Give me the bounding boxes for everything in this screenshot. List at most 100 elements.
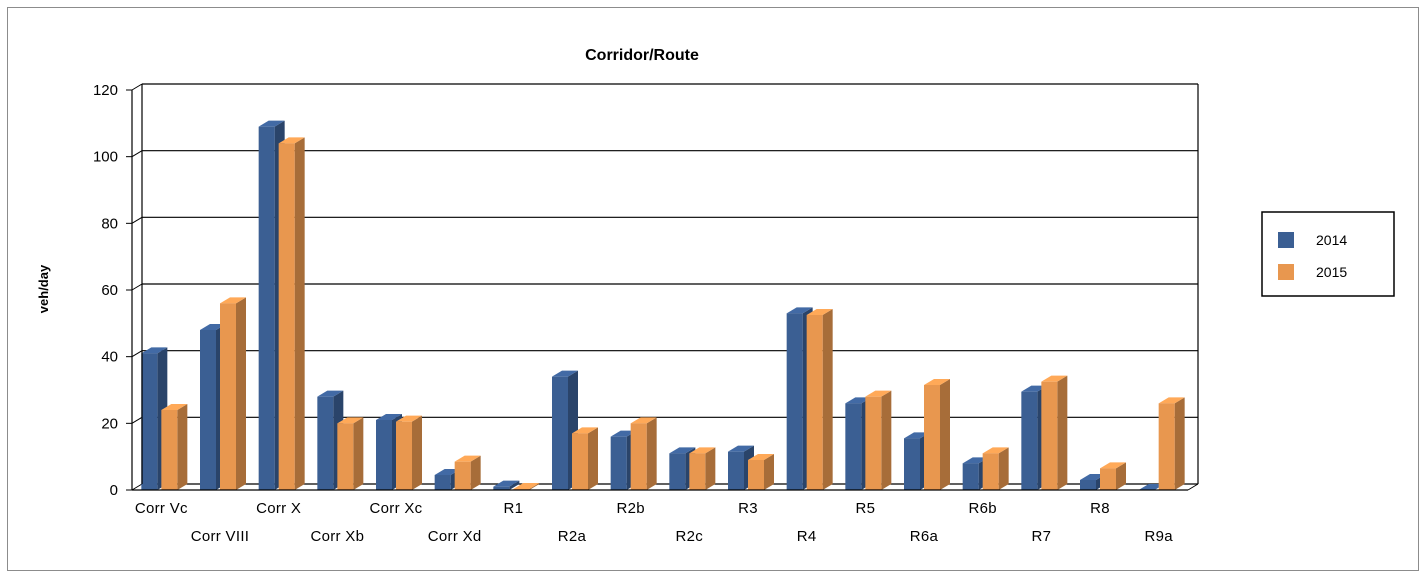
bar-front (786, 313, 803, 490)
bar-side (509, 480, 520, 490)
bar-2015-r9a (1158, 397, 1185, 490)
bar-front (748, 460, 764, 490)
bar-front (317, 396, 334, 490)
bar-top (278, 137, 305, 144)
bar-top (1080, 474, 1106, 480)
bar-front (493, 486, 510, 490)
chart-title: Corridor/Route (585, 47, 699, 64)
gridline-side (131, 416, 143, 424)
bar-top (337, 417, 364, 424)
bar-front (200, 330, 216, 490)
legend-label: 2014 (1316, 232, 1347, 248)
category-label: Corr Xb (310, 528, 364, 545)
category-label: R6a (910, 528, 939, 545)
bar-front (376, 420, 392, 490)
bar-front (1021, 391, 1038, 490)
bar-top (962, 457, 989, 464)
bar-side (412, 415, 422, 490)
category-label: R2b (616, 500, 644, 517)
gridline-side (131, 150, 143, 158)
bar-side (881, 390, 892, 490)
bar-top (1021, 385, 1048, 392)
bar-front (258, 126, 275, 491)
bar-2015-r4 (806, 309, 833, 490)
bar-top (845, 397, 872, 404)
bar-front (630, 423, 647, 490)
bar-front (141, 353, 158, 490)
category-label: Corr Xd (428, 528, 482, 545)
bars (141, 120, 1185, 491)
bar-2015-corr-xc (396, 415, 422, 490)
category-label: R1 (503, 500, 523, 517)
bar-front (689, 453, 706, 490)
y-tick-label: 20 (101, 415, 118, 432)
bar-front (904, 438, 920, 490)
bar-2015-r6a (924, 379, 950, 490)
category-label: R6b (968, 500, 996, 517)
bar-2014-r6b (962, 457, 989, 490)
y-tick-labels: 0 20 40 60 80 100 120 (93, 82, 118, 499)
bar-front (572, 433, 588, 490)
bar-2015-corr-xb (337, 417, 364, 490)
gridline-side (131, 83, 143, 91)
bar-front (982, 453, 999, 490)
floor-edge (1187, 483, 1199, 491)
bar-front (806, 315, 823, 490)
bar-side (1116, 462, 1126, 490)
bar-top (572, 427, 598, 434)
bar-top (1100, 462, 1126, 469)
bar-front (924, 385, 940, 490)
y-tick-label: 120 (93, 82, 118, 99)
bar-side (177, 404, 188, 490)
bar-front (1041, 381, 1058, 490)
bar-2015-corr-x (278, 137, 305, 491)
bar-2015-corr-viii (220, 297, 246, 490)
bar-top (493, 480, 520, 487)
category-label: Corr X (256, 500, 301, 517)
y-tick-label: 60 (101, 282, 118, 299)
bar-side (764, 454, 774, 490)
bar-front (278, 143, 295, 491)
bar-top (200, 324, 226, 330)
category-label: R3 (738, 500, 758, 517)
bar-top (806, 309, 833, 315)
bar-front (454, 461, 471, 490)
bar-2015-corr-xd (454, 455, 481, 490)
category-label: R4 (797, 528, 817, 545)
gridline-side (131, 283, 143, 291)
gridline-side (131, 483, 143, 491)
bar-2015-r3 (748, 454, 774, 490)
bar-2015-r2c (689, 447, 716, 490)
bar-top (513, 483, 540, 489)
category-label: R2c (676, 528, 704, 545)
bar-2015-r2b (630, 417, 657, 490)
bar-2015-r8 (1100, 462, 1126, 490)
bar-top (161, 404, 188, 410)
legend-swatch (1278, 232, 1294, 248)
gridline-side (131, 216, 143, 224)
bar-top (728, 445, 754, 452)
bar-side (588, 427, 598, 490)
bar-side (353, 417, 364, 490)
gridline-side (131, 350, 143, 358)
bar-top (552, 370, 578, 377)
bar-2015-r7 (1041, 375, 1068, 490)
y-axis-label: veh/day (36, 264, 51, 313)
bar-front (337, 423, 354, 490)
bar-front (610, 436, 627, 490)
legend-label: 2015 (1316, 264, 1347, 280)
bar-front (1080, 480, 1096, 490)
bar-2015-r2a (572, 427, 598, 490)
bar-top (434, 469, 461, 475)
bar-front (845, 403, 862, 490)
bar-top (669, 447, 696, 454)
legend-swatch (1278, 264, 1294, 280)
bar-top (904, 432, 930, 439)
bar-front (161, 410, 178, 490)
bar-top (924, 379, 950, 385)
bar-side (822, 309, 833, 490)
y-tick-label: 40 (101, 349, 118, 366)
bar-front (865, 396, 882, 490)
